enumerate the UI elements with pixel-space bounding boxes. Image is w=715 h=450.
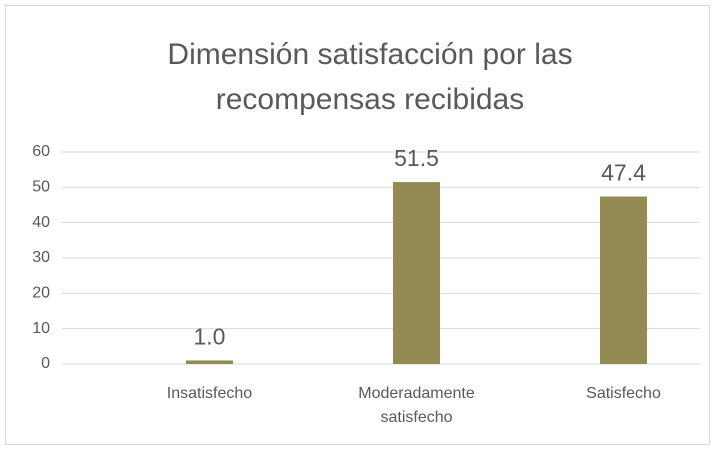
y-tick-label: 50 [32,179,50,196]
y-tick-label: 20 [32,285,50,302]
chart-title: Dimensión satisfacción por las recompens… [167,38,573,116]
y-tick-label: 30 [32,249,50,266]
y-tick-label: 40 [32,214,50,231]
value-label: 51.5 [394,145,439,171]
y-tick-label: 0 [41,355,50,372]
bar [393,182,440,364]
x-tick-label: Satisfecho [586,385,661,402]
y-tick-label: 10 [32,320,50,337]
y-tick-label: 60 [32,143,50,160]
chart-border [5,5,710,445]
bar [600,196,647,364]
value-label: 1.0 [194,324,226,350]
value-label: 47.4 [601,160,646,186]
x-tick-label: Insatisfecho [166,385,253,402]
bar [186,360,233,364]
x-tick-label: Moderadamente satisfecho [358,385,475,426]
